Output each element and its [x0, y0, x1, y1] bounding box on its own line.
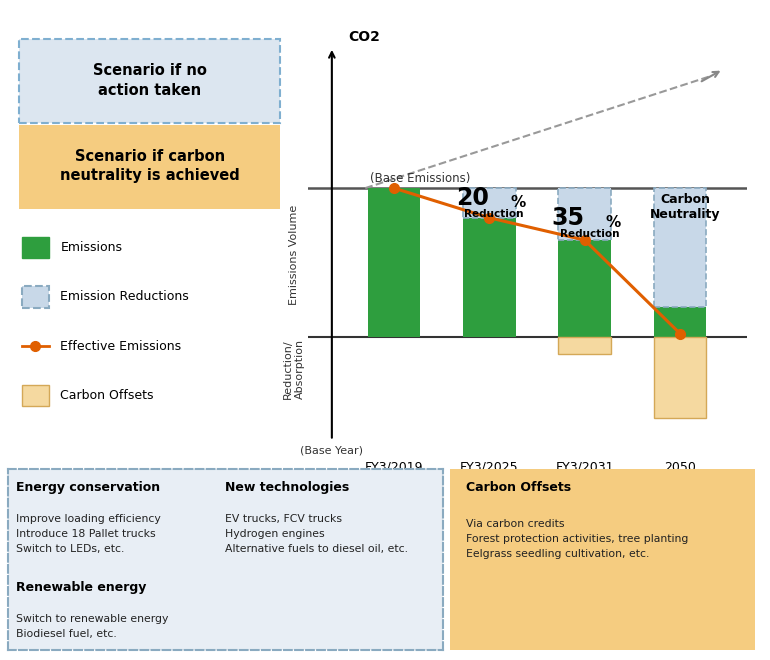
Text: Emissions Volume: Emissions Volume: [289, 205, 299, 305]
Bar: [367, 188, 420, 337]
Text: Carbon Offsets: Carbon Offsets: [466, 481, 571, 494]
Text: Scenario if carbon
neutrality is achieved: Scenario if carbon neutrality is achieve…: [60, 148, 239, 183]
Text: %: %: [511, 195, 526, 211]
FancyBboxPatch shape: [19, 40, 280, 123]
Text: Carbon Offsets: Carbon Offsets: [60, 389, 154, 402]
Bar: [654, 188, 706, 307]
Text: New technologies: New technologies: [225, 481, 350, 494]
FancyBboxPatch shape: [19, 125, 280, 209]
Bar: [654, 337, 706, 418]
Text: 35: 35: [551, 206, 584, 230]
Text: Via carbon credits
Forest protection activities, tree planting
Eelgrass seedling: Via carbon credits Forest protection act…: [466, 519, 688, 559]
Text: (Base Emissions): (Base Emissions): [370, 172, 470, 185]
Bar: [558, 337, 611, 354]
Text: (Base Year): (Base Year): [300, 445, 363, 455]
Bar: [558, 188, 611, 240]
Text: Reduction: Reduction: [560, 228, 619, 239]
Bar: [463, 218, 516, 337]
Text: Carbon
Neutrality: Carbon Neutrality: [650, 193, 720, 220]
Text: CO2: CO2: [348, 30, 380, 44]
Text: EV trucks, FCV trucks
Hydrogen engines
Alternative fuels to diesel oil, etc.: EV trucks, FCV trucks Hydrogen engines A…: [225, 514, 408, 554]
Text: Renewable energy: Renewable energy: [16, 581, 147, 594]
Text: 20: 20: [457, 186, 489, 211]
Bar: [463, 188, 516, 218]
Text: Reduction: Reduction: [464, 209, 524, 219]
Bar: [22, 385, 49, 407]
Text: Energy conservation: Energy conservation: [16, 481, 160, 494]
Bar: [22, 286, 49, 308]
Bar: [22, 237, 49, 258]
Text: Switch to renewable energy
Biodiesel fuel, etc.: Switch to renewable energy Biodiesel fue…: [16, 614, 169, 639]
Text: Improve loading efficiency
Introduce 18 Pallet trucks
Switch to LEDs, etc.: Improve loading efficiency Introduce 18 …: [16, 514, 161, 554]
Bar: [654, 307, 706, 337]
Text: %: %: [606, 214, 621, 230]
Text: Reduction/
Absorption: Reduction/ Absorption: [283, 339, 304, 399]
Text: Emission Reductions: Emission Reductions: [60, 290, 189, 304]
Text: Scenario if no
action taken: Scenario if no action taken: [92, 63, 206, 98]
Text: Effective Emissions: Effective Emissions: [60, 340, 182, 352]
Text: Emissions: Emissions: [60, 241, 122, 254]
Bar: [558, 240, 611, 337]
